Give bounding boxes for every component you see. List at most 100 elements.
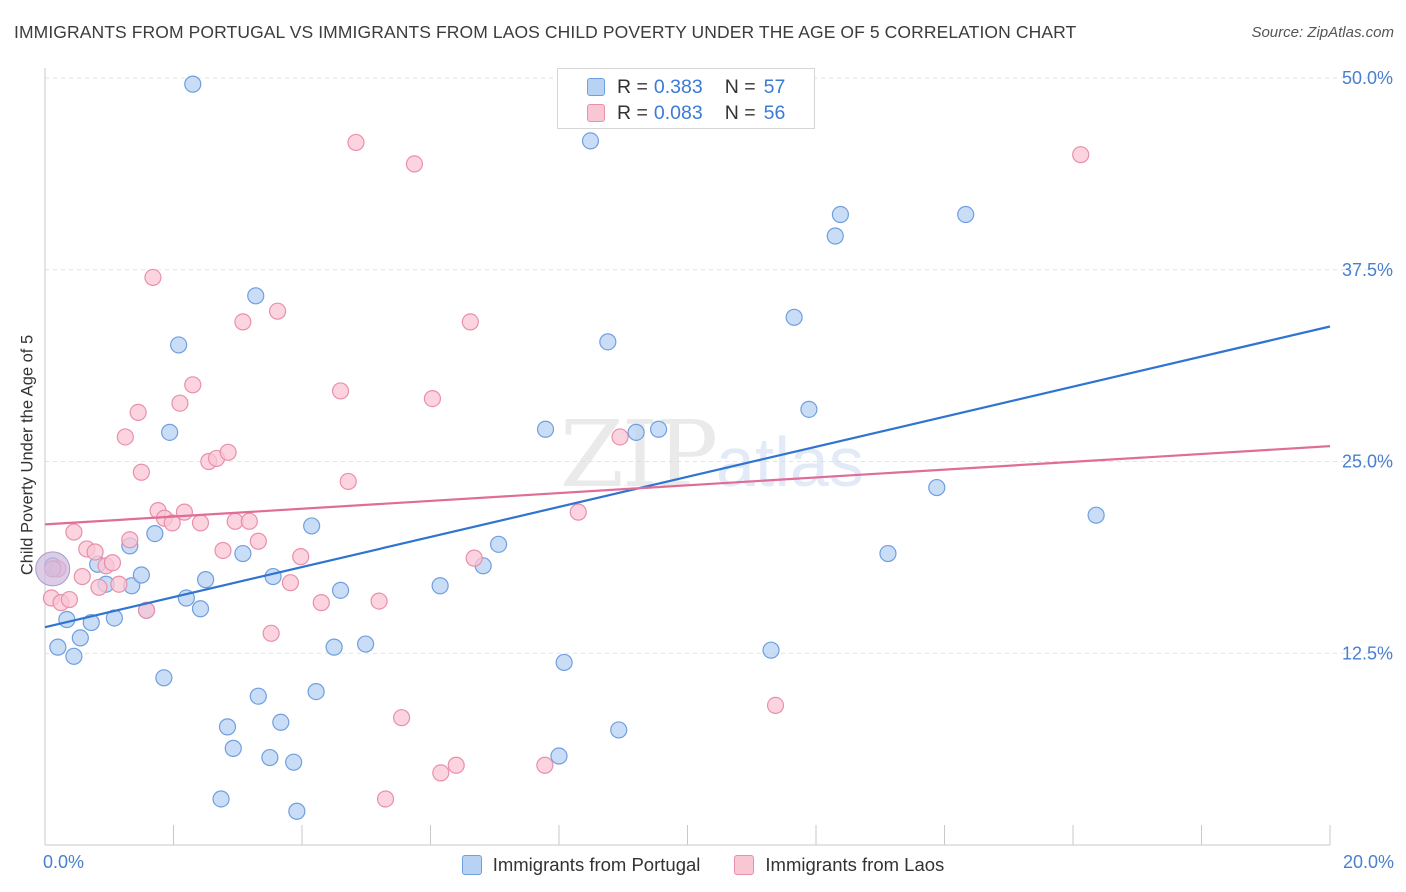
laos-point	[432, 764, 450, 782]
y-tick-label: 37.5%	[1342, 260, 1393, 280]
laos-point	[234, 313, 252, 331]
watermark: ZIP atlas	[560, 401, 864, 508]
portugal-point	[155, 669, 173, 687]
portugal-point	[762, 641, 780, 659]
legend-label-laos: Immigrants from Laos	[765, 854, 945, 875]
laos-point	[447, 756, 465, 774]
laos-point	[461, 313, 479, 331]
portugal-point	[879, 544, 897, 563]
laos-point	[292, 548, 310, 566]
laos-point	[423, 390, 442, 408]
portugal-point	[599, 333, 617, 351]
series-portugal-points	[44, 75, 1105, 820]
portugal-point	[957, 205, 975, 224]
portugal-point	[191, 600, 210, 618]
portugal-point	[550, 747, 568, 765]
portugal-point	[49, 638, 67, 656]
grid-lines	[45, 77, 1392, 654]
n-label: N =	[724, 101, 756, 124]
legend-item-laos[interactable]: Immigrants from Laos	[734, 854, 944, 876]
laos-point	[214, 541, 232, 560]
watermark-atlas: atlas	[716, 423, 864, 501]
laos-point	[1072, 146, 1090, 164]
laos-point	[262, 624, 280, 642]
n-label: N =	[724, 75, 756, 98]
n-value: 56	[763, 101, 786, 124]
portugal-point	[71, 629, 89, 647]
laos-point	[569, 503, 587, 521]
portugal-point	[247, 287, 265, 305]
stats-row-portugal: R = 0.383 N = 57	[558, 74, 785, 100]
portugal-point	[161, 423, 179, 441]
laos-point	[219, 443, 237, 461]
portugal-point	[490, 535, 508, 553]
portugal-point	[272, 713, 290, 731]
portugal-point	[65, 647, 83, 665]
portugal-point	[581, 132, 600, 150]
laos-point	[184, 376, 202, 394]
portugal-swatch	[587, 78, 605, 96]
laos-point	[132, 463, 150, 481]
cluster-point	[35, 551, 71, 587]
laos-point	[191, 514, 210, 532]
laos-point	[281, 574, 300, 592]
laos-swatch	[587, 104, 605, 122]
r-label: R =	[617, 75, 648, 98]
r-value: 0.383	[653, 75, 703, 98]
portugal-point	[218, 718, 237, 736]
source-note: Source: ZipAtlas.com	[1251, 24, 1394, 41]
portugal-point	[146, 524, 164, 543]
portugal-point	[249, 687, 267, 705]
stats-row-laos: R = 0.083 N = 56	[558, 100, 785, 126]
r-value: 0.083	[653, 101, 703, 124]
portugal-point	[826, 227, 844, 245]
laos-point	[86, 543, 104, 561]
laos-point	[347, 133, 365, 152]
laos-point	[536, 756, 554, 774]
correlation-stats-box: R = 0.383 N = 57 R = 0.083 N = 56	[557, 68, 815, 129]
laos-point	[129, 403, 147, 422]
laos-point	[103, 554, 122, 572]
laos-point	[331, 382, 350, 400]
laos-point	[240, 512, 258, 530]
laos-point	[766, 696, 785, 715]
laos-point	[376, 790, 395, 808]
legend-swatch-portugal	[461, 855, 482, 875]
legend-item-portugal[interactable]: Immigrants from Portugal	[461, 854, 701, 876]
laos-point	[611, 428, 629, 446]
laos-point	[110, 575, 128, 593]
laos-point	[163, 514, 181, 532]
laos-point	[175, 503, 194, 521]
x-tick-label-max: 20.0%	[1342, 852, 1394, 872]
portugal-point	[800, 400, 818, 418]
portugal-point	[610, 721, 628, 739]
laos-point	[339, 472, 357, 491]
legend-label-portugal: Immigrants from Portugal	[492, 854, 701, 875]
portugal-point	[627, 423, 645, 441]
laos-point	[465, 549, 483, 567]
watermark-zip: ZIP	[560, 401, 716, 508]
portugal-point	[285, 753, 303, 771]
portugal-point	[261, 748, 279, 767]
portugal-point	[184, 75, 202, 93]
laos-point	[171, 394, 189, 412]
chart-title: IMMIGRANTS FROM PORTUGAL VS IMMIGRANTS F…	[14, 22, 1077, 42]
portugal-point	[431, 577, 449, 595]
laos-point	[249, 532, 267, 550]
laos-point	[370, 592, 388, 610]
laos-point	[90, 578, 108, 596]
y-tick-label: 50.0%	[1342, 68, 1393, 88]
portugal-point	[555, 653, 573, 672]
portugal-point	[357, 635, 375, 653]
y-tick-labels: 12.5% 25.0% 37.5% 50.0%	[1342, 68, 1393, 663]
n-value: 57	[763, 75, 786, 98]
r-label: R =	[617, 101, 648, 124]
portugal-point	[785, 308, 803, 326]
portugal-point	[307, 682, 325, 701]
portugal-point	[170, 336, 188, 354]
legend: Immigrants from Portugal Immigrants from…	[0, 852, 1406, 878]
y-tick-label: 25.0%	[1342, 452, 1393, 472]
portugal-point	[536, 420, 555, 438]
laos-point	[312, 594, 330, 612]
